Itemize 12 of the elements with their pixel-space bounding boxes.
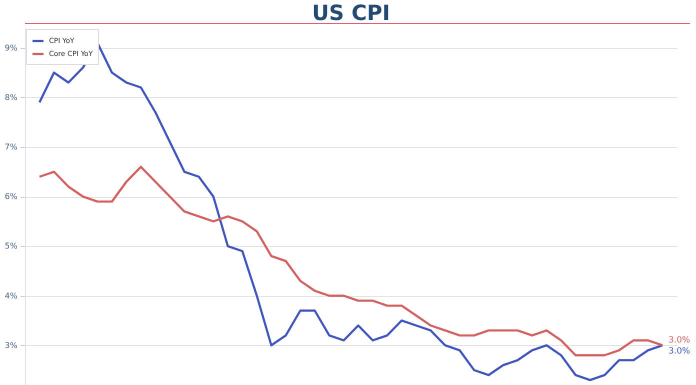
y-tick-label: 7% <box>4 142 18 152</box>
chart-title: US CPI <box>312 1 390 25</box>
y-tick-label: 5% <box>4 242 18 251</box>
y-tick-label: 9% <box>4 43 18 52</box>
y-tick-label: 3% <box>4 340 18 350</box>
y-tick-label: 4% <box>4 291 18 300</box>
y-tick-label: 6% <box>4 192 18 202</box>
data-label: 3.0% <box>668 346 690 356</box>
data-label: 3.0% <box>668 335 690 346</box>
y-tick-label: 8% <box>4 92 18 102</box>
line-series <box>38 42 664 382</box>
line-series <box>38 166 664 356</box>
